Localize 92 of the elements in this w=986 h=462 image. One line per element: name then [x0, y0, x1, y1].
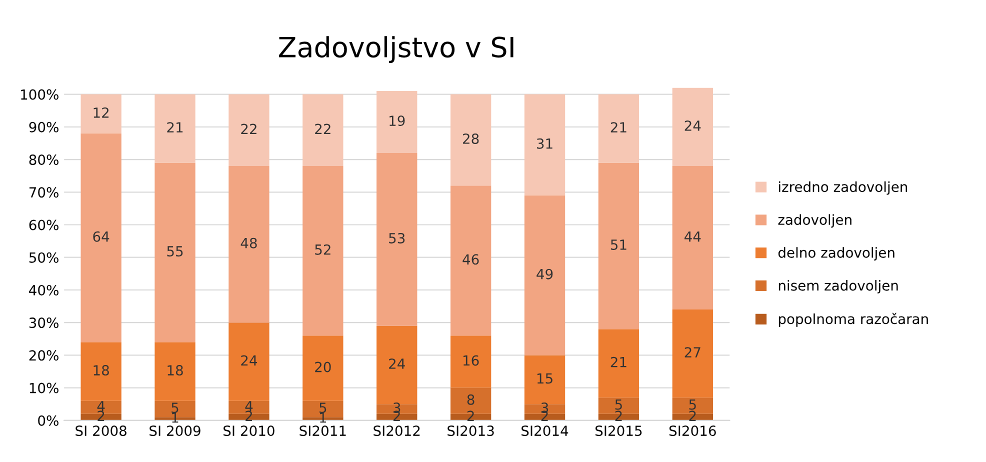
bar: [80, 94, 122, 134]
x-tick-label: SI 2010: [224, 426, 274, 436]
data-label: 20: [315, 362, 331, 372]
x-tick-label: SI2012: [374, 426, 420, 436]
data-label: 4: [245, 401, 253, 412]
data-label: 2: [246, 410, 252, 421]
x-tick-label: SI 2008: [76, 426, 126, 436]
x-tick-label: SI2016: [669, 426, 716, 436]
data-label: 27: [684, 347, 700, 358]
x-tick-label: SI 2009: [150, 426, 200, 436]
bar: [80, 133, 122, 342]
data-label: 48: [240, 238, 257, 248]
legend-label: izredno zadovoljen: [778, 181, 908, 195]
bar: [524, 195, 566, 356]
data-label: 44: [684, 232, 701, 242]
bar: [524, 355, 566, 404]
data-label: 49: [536, 268, 553, 280]
bar: [302, 166, 344, 336]
x-tick-label: SI2013: [448, 426, 494, 436]
data-label: 12: [94, 107, 109, 118]
data-label: 2: [689, 410, 696, 421]
data-label: 24: [389, 358, 405, 369]
x-tick-label: SI2014: [522, 426, 568, 436]
bar: [376, 91, 418, 154]
bar: [376, 153, 418, 326]
data-label: 24: [684, 120, 701, 131]
data-label: 2: [467, 410, 474, 421]
data-label: 22: [315, 124, 330, 134]
bar: [228, 166, 270, 323]
y-tick-label: 0%: [38, 415, 58, 426]
bar: [672, 88, 713, 166]
legend-label: delno zadovoljen: [778, 247, 894, 261]
y-tick-label: 60%: [29, 220, 58, 230]
bar: [302, 94, 344, 166]
bar: [450, 94, 492, 186]
bar: [598, 94, 640, 163]
data-label: 15: [537, 373, 552, 384]
y-tick-label: 90%: [29, 122, 58, 132]
data-label: 51: [610, 240, 626, 250]
data-label: 5: [172, 402, 178, 414]
bar: [376, 326, 418, 404]
bar: [450, 336, 492, 388]
data-label: 2: [98, 410, 104, 421]
legend-label: nisem zadovoljen: [778, 280, 898, 294]
legend-label: popolnoma razočaran: [778, 312, 928, 327]
bar: [598, 329, 640, 398]
data-label: 5: [689, 399, 696, 410]
data-label: 24: [241, 355, 258, 366]
data-label: 4: [97, 401, 105, 412]
data-label: 21: [610, 356, 626, 368]
data-label: 64: [93, 231, 110, 242]
bar: [672, 310, 713, 398]
bar: [228, 322, 270, 401]
data-label: 31: [536, 138, 552, 149]
y-tick-label: 30%: [29, 318, 58, 328]
data-label: 53: [389, 232, 405, 244]
bar: [524, 94, 566, 196]
data-label: 22: [241, 124, 256, 134]
data-label: 5: [615, 399, 622, 410]
data-label: 21: [610, 122, 626, 132]
y-tick-label: 70%: [30, 187, 58, 198]
bar: [302, 336, 344, 401]
bar: [450, 186, 492, 336]
bar: [598, 162, 640, 330]
data-label: 18: [168, 365, 183, 376]
y-tick-label: 40%: [29, 284, 58, 296]
data-label: 28: [462, 133, 479, 144]
y-tick-label: 100%: [21, 89, 58, 100]
bar: [672, 166, 713, 310]
y-tick-label: 80%: [29, 154, 58, 165]
data-label: 16: [464, 355, 479, 366]
data-label: 46: [462, 254, 479, 265]
bar: [154, 162, 196, 342]
bar: [154, 94, 196, 163]
y-tick-label: 50%: [29, 252, 58, 263]
data-label: 18: [94, 365, 109, 376]
y-tick-label: 10%: [30, 382, 58, 394]
bar: [154, 342, 196, 401]
data-label: 8: [467, 394, 474, 405]
chart-title: Zadovoljstvo v SI: [278, 36, 514, 63]
data-label: 5: [320, 402, 326, 414]
data-label: 21: [167, 122, 183, 132]
data-label: 55: [167, 246, 183, 256]
x-tick-label: SI2015: [596, 426, 642, 436]
data-label: 19: [390, 116, 405, 126]
data-label: 2: [615, 410, 622, 421]
bar: [80, 342, 122, 401]
y-tick-label: 20%: [29, 350, 58, 361]
legend-label: zadovoljen: [778, 214, 852, 228]
data-label: 52: [315, 244, 330, 255]
x-tick-label: SI2011: [300, 426, 346, 436]
bar: [228, 94, 270, 166]
